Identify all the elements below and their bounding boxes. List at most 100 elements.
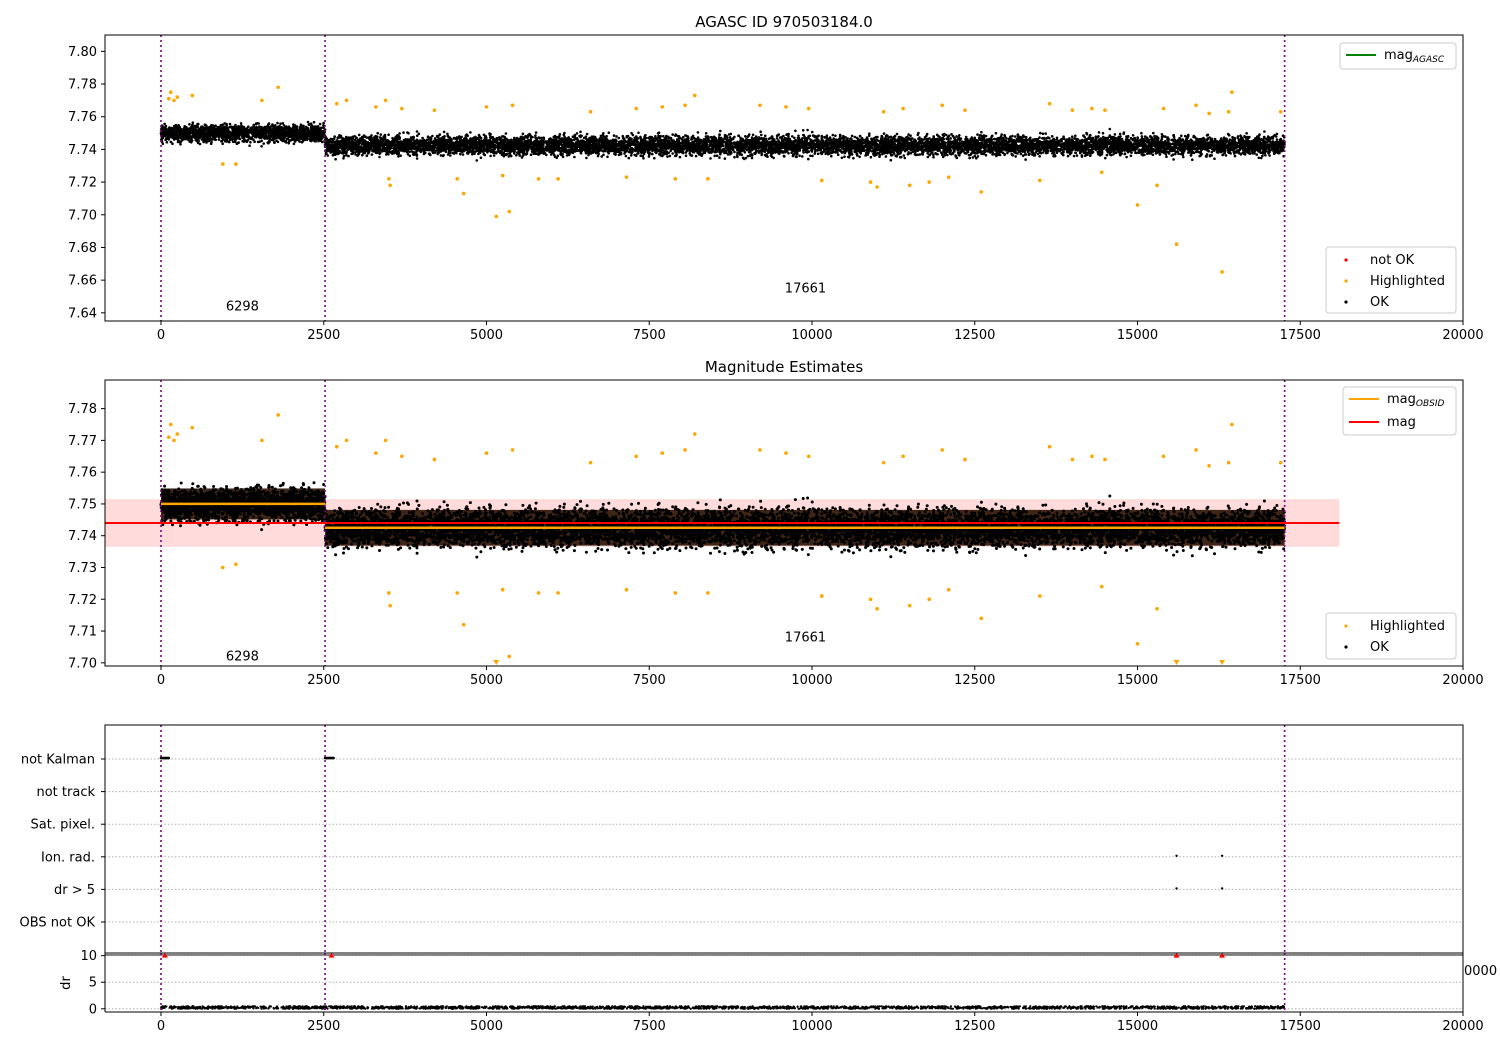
ok-point [896,133,899,136]
ok-point [1193,135,1196,138]
ok-point [160,127,163,130]
ok-point [250,132,253,135]
ok-point [220,140,223,143]
ok-point [814,152,817,155]
ok-point [291,127,294,130]
ok-point [1024,158,1027,161]
ok-point [209,126,212,129]
ok-point [317,137,320,140]
ok-point [550,153,553,156]
ok-point [237,131,240,134]
ok-point [192,129,195,132]
ok-point [280,139,283,142]
ok-point [283,128,286,131]
ok-point [801,155,804,158]
ok-point [184,136,187,139]
ok-point [269,129,272,132]
ok-point [269,132,272,135]
ok-point [185,126,188,129]
ok-point [191,124,194,127]
agasc-panel-title: AGASC ID 970503184.0 [695,13,873,31]
ok-point [1014,155,1017,158]
ok-point [256,129,259,132]
ok-point [229,123,232,126]
ok-point [213,136,216,139]
ok-point [188,123,191,126]
ok-point [274,124,277,127]
ok-point [196,123,199,126]
ok-point [170,141,173,144]
ok-point [254,134,257,137]
ok-point [247,134,250,137]
ok-point [770,154,773,157]
ok-point [268,122,271,125]
ok-point [608,131,611,134]
ok-point [480,156,483,159]
ok-point [1198,155,1201,158]
ok-point [841,157,844,160]
ok-point [232,137,235,140]
ok-point [1073,155,1076,158]
ok-point [744,135,747,138]
ok-point [234,124,237,127]
ok-point [261,132,264,135]
ok-point [995,132,998,135]
ok-point [802,129,805,132]
ok-point [273,141,276,144]
ok-point [223,136,226,139]
ok-point [237,141,240,144]
ok-point [175,137,178,140]
ok-point [219,132,222,135]
ok-point [162,137,165,140]
ok-point [1025,153,1028,156]
ok-point [306,139,309,142]
ok-point [234,138,237,141]
ok-point [247,131,250,134]
ok-point [277,141,280,144]
ok-point [968,157,971,160]
ok-point [178,135,181,138]
ok-point [166,141,169,144]
ok-point [1165,156,1168,159]
ok-point [280,135,283,138]
ok-point [313,121,316,124]
ok-point [295,133,298,136]
ok-point [301,130,304,133]
ok-point [225,131,228,134]
ok-point [190,137,193,140]
ok-point [218,138,221,141]
ok-point [199,136,202,139]
ok-point [283,137,286,140]
ok-point [262,142,265,145]
ok-point [186,138,189,141]
ok-point [573,156,576,159]
ok-point [1076,154,1079,157]
ok-point [252,129,255,132]
ok-point [317,140,320,143]
ok-point [316,129,319,132]
ok-point [305,126,308,129]
ok-point [321,132,324,135]
ok-point [252,124,255,127]
ok-point [615,135,618,138]
ok-point [163,123,166,126]
ok-point [985,154,988,157]
ok-point [1135,152,1138,155]
ok-point [1165,153,1168,156]
ok-point [244,131,247,134]
ok-point [239,126,242,129]
ok-point [279,122,282,125]
ok-point [985,135,988,138]
ok-point [927,156,930,159]
ok-point [192,121,195,124]
ok-point [321,136,324,139]
ok-point [232,129,235,132]
ok-point [709,157,712,160]
ok-point [637,132,640,135]
ok-point [225,129,228,132]
ok-point [230,131,233,134]
ok-point [249,141,252,144]
ok-point [258,133,261,136]
ok-point [257,122,260,125]
